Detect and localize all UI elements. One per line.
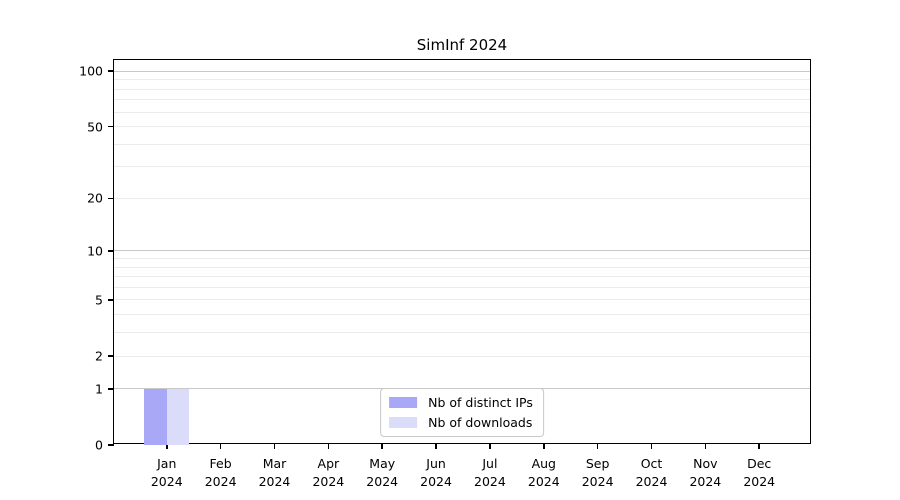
legend-swatch-downloads	[389, 417, 418, 428]
minor-gridline	[114, 99, 810, 101]
minor-gridline	[114, 111, 810, 113]
major-gridline	[114, 250, 810, 252]
x-axis-tick	[219, 443, 222, 449]
legend-label-downloads: Nb of downloads	[428, 415, 533, 430]
major-gridline	[114, 70, 810, 72]
plot-area: Nb of distinct IPs Nb of downloads 0 1 2 5 1…	[79, 59, 811, 489]
legend: Nb of distinct IPs Nb of downloads	[380, 388, 544, 437]
bar-nb-of-downloads	[166, 388, 190, 445]
x-axis-tick	[273, 443, 276, 449]
x-axis-tick	[489, 443, 491, 449]
legend-entry-distinct-ips: Nb of distinct IPs	[389, 395, 533, 410]
x-axis-tick	[596, 443, 599, 449]
minor-gridline	[114, 286, 810, 288]
x-tick-label: Jun 2024	[420, 456, 452, 490]
x-axis-tick	[166, 443, 168, 449]
y-tick-label: 100	[79, 63, 103, 79]
y-tick-label: 0	[95, 437, 103, 453]
y-axis-tick	[108, 197, 114, 200]
minor-gridline	[114, 314, 810, 316]
minor-gridline	[114, 299, 810, 301]
minor-gridline	[114, 143, 810, 145]
x-tick-label: Aug 2024	[527, 456, 560, 490]
chart-title: SimInf 2024	[416, 36, 508, 54]
x-tick-label: Sep 2024	[581, 456, 614, 490]
y-tick-label: 50	[87, 119, 103, 135]
y-axis-tick	[108, 125, 114, 128]
x-tick-label: Dec 2024	[743, 456, 776, 490]
x-tick-label: Mar 2024	[258, 456, 291, 490]
y-axis-tick	[108, 355, 114, 357]
y-axis-tick	[108, 250, 114, 252]
y-axis-tick	[108, 388, 114, 390]
x-tick-label: Nov 2024	[689, 456, 722, 490]
x-axis-tick	[758, 443, 760, 449]
bar-nb-of-distinct-ips	[144, 388, 167, 445]
minor-gridline	[114, 332, 810, 334]
x-axis-tick	[650, 443, 653, 449]
minor-gridline	[114, 276, 810, 278]
legend-swatch-distinct-ips	[389, 397, 418, 408]
minor-gridline	[114, 126, 810, 128]
minor-gridline	[114, 197, 810, 199]
y-tick-label: 20	[87, 190, 103, 206]
x-tick-label: Feb 2024	[204, 456, 237, 490]
x-tick-label: Apr 2024	[312, 456, 345, 490]
minor-gridline	[114, 266, 810, 268]
y-axis-tick	[108, 444, 114, 446]
y-axis-tick	[108, 299, 114, 301]
x-tick-label: Jul 2024	[474, 456, 506, 490]
y-tick-label: 10	[87, 243, 103, 259]
minor-gridline	[114, 355, 810, 357]
y-axis-tick	[108, 70, 114, 72]
minor-gridline	[114, 79, 810, 81]
x-axis-tick	[543, 443, 545, 449]
legend-label-distinct-ips: Nb of distinct IPs	[428, 395, 533, 410]
legend-entry-downloads: Nb of downloads	[389, 415, 533, 430]
x-axis-tick	[435, 443, 437, 449]
x-tick-label: Jan 2024	[150, 456, 183, 490]
minor-gridline	[114, 258, 810, 259]
y-tick-label: 5	[95, 292, 103, 308]
y-tick-label: 2	[95, 348, 103, 364]
minor-gridline	[114, 166, 810, 168]
minor-gridline	[114, 88, 810, 90]
x-axis-tick	[327, 443, 330, 449]
x-axis-tick	[704, 443, 707, 449]
y-tick-label: 1	[95, 381, 103, 397]
x-tick-label: May 2024	[366, 456, 399, 490]
x-axis-tick	[381, 443, 383, 449]
x-tick-label: Oct 2024	[635, 456, 668, 490]
